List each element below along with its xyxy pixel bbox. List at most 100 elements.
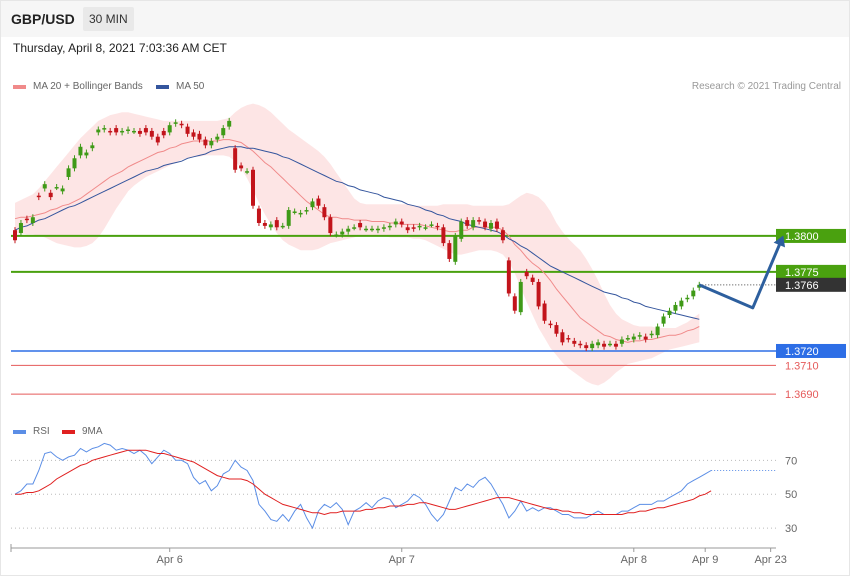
ma20-line <box>14 139 700 343</box>
rsi-tick-label: 30 <box>785 523 797 535</box>
forecast-arrow <box>698 236 784 310</box>
legend-9ma-label: 9MA <box>82 426 103 437</box>
legend-rsi-label: RSI <box>33 426 50 437</box>
candle-body <box>78 146 83 156</box>
candle-body <box>578 343 583 346</box>
legend-9ma: 9MA <box>62 426 103 437</box>
candle-body <box>447 243 452 259</box>
legend-ma50-label: MA 50 <box>176 81 205 92</box>
title-bar <box>1 1 849 37</box>
candle-body <box>197 133 202 140</box>
candle-body <box>435 225 440 228</box>
candle-body <box>613 343 618 347</box>
x-tick-label: Apr 8 <box>621 554 647 566</box>
candle-body <box>459 221 464 239</box>
candle-body <box>36 195 41 198</box>
candle-body <box>631 336 636 340</box>
ma50-swatch <box>156 84 169 89</box>
candle-body <box>506 260 511 294</box>
candle-body <box>292 211 297 213</box>
candle-body <box>381 227 386 229</box>
candle-body <box>90 145 95 149</box>
candle-body <box>405 227 410 231</box>
candle-body <box>673 304 678 311</box>
candle-body <box>256 208 261 223</box>
level-tag-1.3775 <box>776 264 846 279</box>
x-tick-label: Apr 6 <box>157 554 183 566</box>
candle-body <box>364 228 369 231</box>
candle-body <box>423 227 428 229</box>
candle-body <box>251 169 255 206</box>
candle-body <box>215 136 220 140</box>
candle-body <box>245 171 250 173</box>
candle-body <box>637 335 642 337</box>
candle-body <box>518 281 523 313</box>
level-tag-1.3720 <box>776 343 846 358</box>
candle-body <box>393 221 398 225</box>
candle-body <box>239 165 244 169</box>
candle-body <box>24 218 29 221</box>
candle-body <box>417 225 422 228</box>
candle-body <box>340 231 345 235</box>
candle-body <box>286 210 291 226</box>
candle-body <box>185 126 190 134</box>
candle-body <box>84 152 89 156</box>
candle-body <box>411 227 416 229</box>
x-tick-label: Apr 9 <box>692 554 718 566</box>
candle-body <box>352 227 357 229</box>
candle-body <box>30 217 35 223</box>
candle-body <box>471 220 476 228</box>
ma20-swatch <box>13 84 26 89</box>
candle-body <box>500 230 505 241</box>
candle-body <box>108 130 113 133</box>
candle-body <box>649 333 654 336</box>
candle-body <box>643 336 648 340</box>
candle-body <box>322 207 327 218</box>
candle-body <box>13 230 17 241</box>
candle-body <box>429 224 434 226</box>
candle-body <box>132 130 136 133</box>
x-tick-label: Apr 23 <box>754 554 786 566</box>
legend-ma20: MA 20 + Bollinger Bands <box>13 81 143 92</box>
level-label-1.3766: 1.3766 <box>785 280 819 292</box>
candle-body <box>72 158 77 169</box>
candle-body <box>66 168 71 177</box>
candle-body <box>346 228 351 232</box>
level-label-1.3710: 1.3710 <box>785 360 819 372</box>
candle-body <box>161 130 166 136</box>
candle-body <box>227 120 232 127</box>
candle-body <box>60 188 65 192</box>
level-label-1.3690: 1.3690 <box>785 389 819 401</box>
candle-body <box>399 221 404 225</box>
instrument-title: GBP/USD <box>11 11 75 27</box>
candle-body <box>572 340 577 344</box>
candle-body <box>191 132 196 137</box>
candle-body <box>316 198 321 206</box>
candle-body <box>370 228 374 231</box>
timeframe-badge[interactable]: 30 MIN <box>83 7 134 31</box>
candle-body <box>596 342 601 346</box>
candle-body <box>102 128 107 130</box>
level-label-1.3775: 1.3775 <box>785 267 819 279</box>
candle-body <box>280 225 285 228</box>
level-label-1.3720: 1.3720 <box>785 346 819 358</box>
candle-body <box>221 128 226 136</box>
candle-body <box>477 220 482 222</box>
last-price-tag <box>776 277 846 292</box>
candle-body <box>536 281 541 307</box>
candle-body <box>560 332 565 343</box>
forecast-arrowhead <box>773 235 786 248</box>
candle-body <box>453 235 458 262</box>
timestamp: Thursday, April 8, 2021 7:03:36 AM CET <box>13 41 227 55</box>
candle-body <box>691 290 696 297</box>
ma9-swatch <box>62 429 75 434</box>
candle-body <box>96 129 101 133</box>
candle-body <box>304 210 309 212</box>
bollinger-band <box>15 103 700 386</box>
rsi-line <box>14 442 712 530</box>
candle-body <box>524 271 529 277</box>
candle-body <box>233 148 238 170</box>
candle-body <box>619 339 624 344</box>
candle-body <box>358 222 363 228</box>
